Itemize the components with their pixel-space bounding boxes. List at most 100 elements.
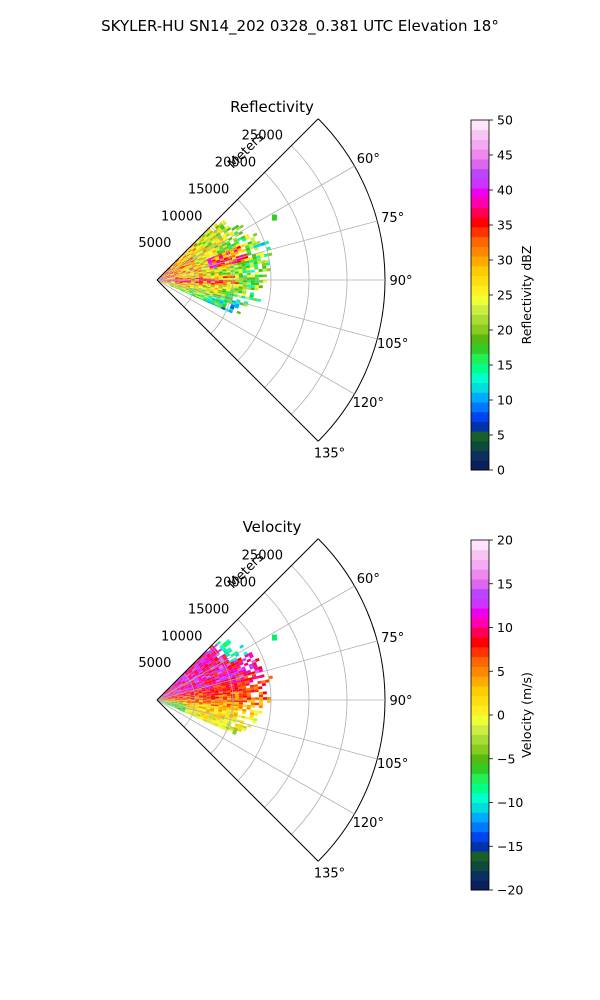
- echo-gate: [238, 250, 243, 254]
- echo-gate: [217, 264, 222, 268]
- echo-gate: [218, 271, 223, 274]
- echo-gate: [183, 700, 187, 702]
- echo-gate: [170, 277, 175, 279]
- echo-gate: [170, 275, 175, 278]
- echo-gate: [245, 296, 250, 300]
- echo-gate: [186, 283, 191, 286]
- echo-gate: [250, 236, 255, 241]
- echo-gate: [205, 658, 210, 663]
- echo-gate: [206, 701, 211, 703]
- echo-gate: [170, 702, 175, 704]
- echo-gate: [241, 711, 247, 715]
- echo-gate: [179, 257, 183, 261]
- echo-gate: [187, 278, 191, 280]
- echo-gate: [202, 284, 207, 287]
- echo-gate: [159, 700, 163, 701]
- echo-gate: [176, 260, 181, 264]
- echo-gate: [216, 640, 221, 646]
- echo-gate: [174, 695, 179, 697]
- echo-gate: [218, 708, 223, 711]
- colorbar-tick-label: 45: [497, 148, 513, 163]
- echo-gate: [169, 705, 174, 707]
- echo-gate: [233, 249, 239, 253]
- echo-gate: [222, 276, 227, 279]
- echo-gate: [193, 662, 198, 667]
- echo-gate: [219, 300, 224, 304]
- echo-gate: [221, 725, 227, 729]
- echo-gate: [245, 265, 251, 269]
- echo-gate: [259, 280, 263, 283]
- echo-gate: [207, 716, 213, 720]
- echo-gate: [251, 277, 255, 280]
- echo-gate: [217, 251, 222, 255]
- echo-gate: [247, 280, 251, 283]
- echo-gate: [191, 253, 196, 258]
- echo-gate: [192, 266, 197, 269]
- radial-gridline: [156, 699, 355, 815]
- echo-gate: [181, 680, 185, 683]
- echo-gate: [211, 259, 216, 263]
- echo-gate: [229, 231, 234, 236]
- echo-gate: [208, 662, 213, 667]
- echo-gate: [188, 265, 193, 268]
- echo-gate: [166, 695, 171, 697]
- echo-gate: [180, 687, 185, 690]
- echo-gate: [180, 679, 185, 683]
- echo-gate: [216, 261, 221, 264]
- echo-gate: [209, 245, 215, 249]
- echo-gate: [188, 713, 193, 716]
- echo-gate: [212, 262, 217, 265]
- echo-gate: [250, 269, 255, 273]
- echo-gate: [191, 682, 196, 686]
- echo-gate: [189, 289, 194, 292]
- echo-gate: [212, 680, 217, 684]
- echo-gate: [194, 274, 199, 276]
- echo-gate: [234, 290, 239, 293]
- echo-gate: [245, 260, 250, 264]
- echo-gate: [240, 244, 245, 248]
- echo-gate: [207, 661, 212, 665]
- echo-gate: [234, 689, 239, 692]
- echo-gate: [171, 266, 175, 269]
- echo-gate: [163, 699, 167, 700]
- echo-gate: [233, 712, 238, 715]
- echo-gate: [196, 255, 201, 259]
- colorbar-segment: [471, 197, 489, 208]
- echo-gate: [179, 257, 184, 262]
- echo-gate: [191, 714, 196, 718]
- echo-gate: [225, 712, 230, 716]
- echo-gate: [185, 289, 190, 292]
- echo-gate: [200, 658, 205, 663]
- echo-gate: [174, 277, 179, 279]
- echo-gate: [206, 694, 211, 697]
- echo-gate: [190, 696, 195, 698]
- echo-gate: [194, 260, 199, 263]
- echo-gate: [198, 662, 203, 666]
- echo-gate: [214, 238, 220, 242]
- echo-gate: [162, 282, 167, 284]
- echo-gate: [202, 661, 207, 665]
- echo-gate: [202, 689, 207, 692]
- echo-gate: [192, 713, 197, 717]
- echo-gate: [202, 283, 207, 286]
- echo-gate: [206, 285, 211, 287]
- echo-gate: [213, 223, 218, 228]
- echo-gate: [167, 268, 171, 272]
- echo-gate: [170, 282, 175, 284]
- echo-gate: [261, 680, 266, 684]
- echo-gate: [220, 261, 226, 265]
- echo-gate: [230, 672, 235, 676]
- echo-gate: [166, 694, 170, 696]
- echo-gate: [178, 273, 183, 276]
- echo-gate: [238, 706, 243, 709]
- echo-gate: [256, 298, 262, 302]
- echo-gate: [204, 657, 209, 661]
- echo-gate: [218, 673, 223, 677]
- colorbar-segment: [471, 627, 489, 638]
- echo-gate: [167, 280, 171, 282]
- echo-gate: [178, 284, 183, 287]
- echo-gate: [190, 697, 195, 699]
- echo-gate: [192, 712, 197, 716]
- echo-gate: [246, 669, 251, 674]
- echo-gate: [178, 697, 183, 699]
